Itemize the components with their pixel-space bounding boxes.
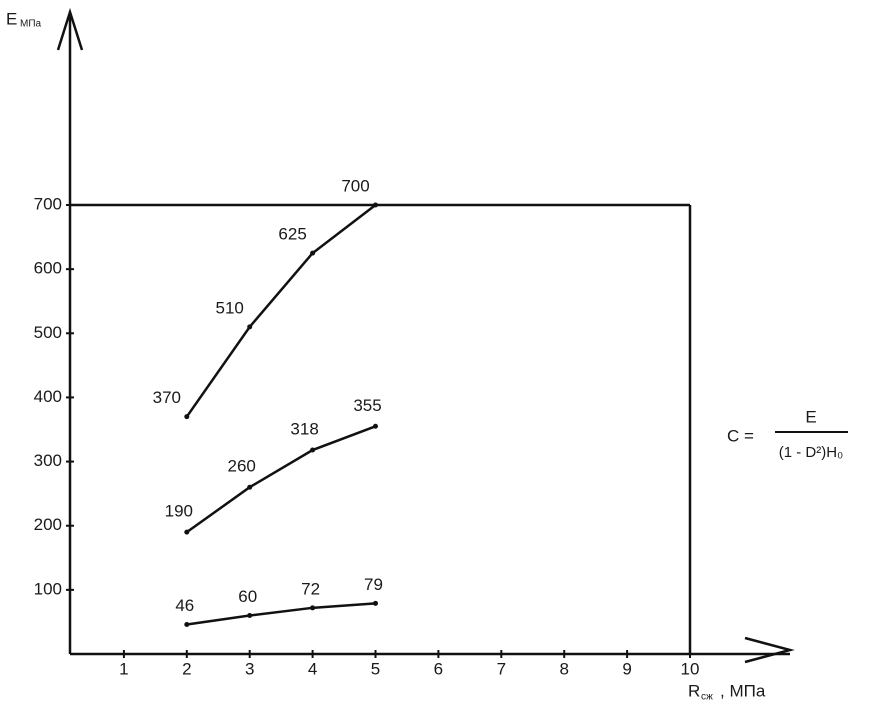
value-label: 625 <box>278 225 306 244</box>
y-tick-label: 300 <box>34 451 62 470</box>
formula: C = E (1 - D²)H₀ <box>727 407 848 461</box>
formula-lhs: C = <box>727 426 754 445</box>
point <box>184 414 190 420</box>
point <box>247 324 253 330</box>
x-tick-label: 4 <box>308 659 317 678</box>
value-label: 46 <box>175 596 194 615</box>
formula-numerator: E <box>805 407 816 426</box>
y-tick-label: 200 <box>34 515 62 534</box>
formula-denominator: (1 - D²)H₀ <box>779 444 844 461</box>
x-tick-label: 9 <box>622 659 631 678</box>
x-axis-label-sub: сж <box>701 692 713 703</box>
point <box>373 600 378 606</box>
x-tick-label: 1 <box>119 659 128 678</box>
value-label: 700 <box>341 176 369 195</box>
y-axis-label-sub: МПа <box>20 19 42 30</box>
value-label: 355 <box>353 396 381 415</box>
x-tick-label: 8 <box>559 659 568 678</box>
value-label: 510 <box>216 298 244 317</box>
x-tick-label: 2 <box>182 659 191 678</box>
series-line <box>186 602 376 626</box>
x-axis-label: R <box>688 681 700 700</box>
value-label: 370 <box>153 388 181 407</box>
x-axis-arrow <box>744 636 795 664</box>
axes <box>56 7 795 664</box>
point <box>247 613 253 619</box>
point <box>373 423 378 429</box>
value-label: 60 <box>238 587 257 606</box>
x-tick-label: 6 <box>434 659 443 678</box>
y-axis-label: E <box>6 9 17 28</box>
x-axis-unit: , МПа <box>720 681 766 700</box>
point <box>184 529 190 535</box>
series-line <box>185 204 377 418</box>
value-label: 79 <box>364 575 383 594</box>
point <box>373 202 378 208</box>
y-axis-arrow <box>56 7 84 51</box>
y-tick-label: 500 <box>34 323 62 342</box>
series-line <box>186 425 376 534</box>
value-label: 318 <box>290 420 318 439</box>
point <box>310 447 316 453</box>
point <box>310 605 316 611</box>
y-tick-label: 700 <box>34 194 62 213</box>
point <box>247 484 253 490</box>
value-label: 72 <box>301 579 320 598</box>
value-label: 260 <box>228 457 256 476</box>
x-tick-label: 3 <box>245 659 254 678</box>
y-tick-label: 100 <box>34 579 62 598</box>
y-tick-label: 400 <box>34 387 62 406</box>
point <box>184 621 190 627</box>
x-tick-label: 10 <box>681 659 700 678</box>
value-label: 190 <box>165 502 193 521</box>
x-tick-label: 5 <box>371 659 380 678</box>
y-tick-label: 600 <box>34 259 62 278</box>
point <box>310 250 316 256</box>
x-tick-label: 7 <box>497 659 506 678</box>
